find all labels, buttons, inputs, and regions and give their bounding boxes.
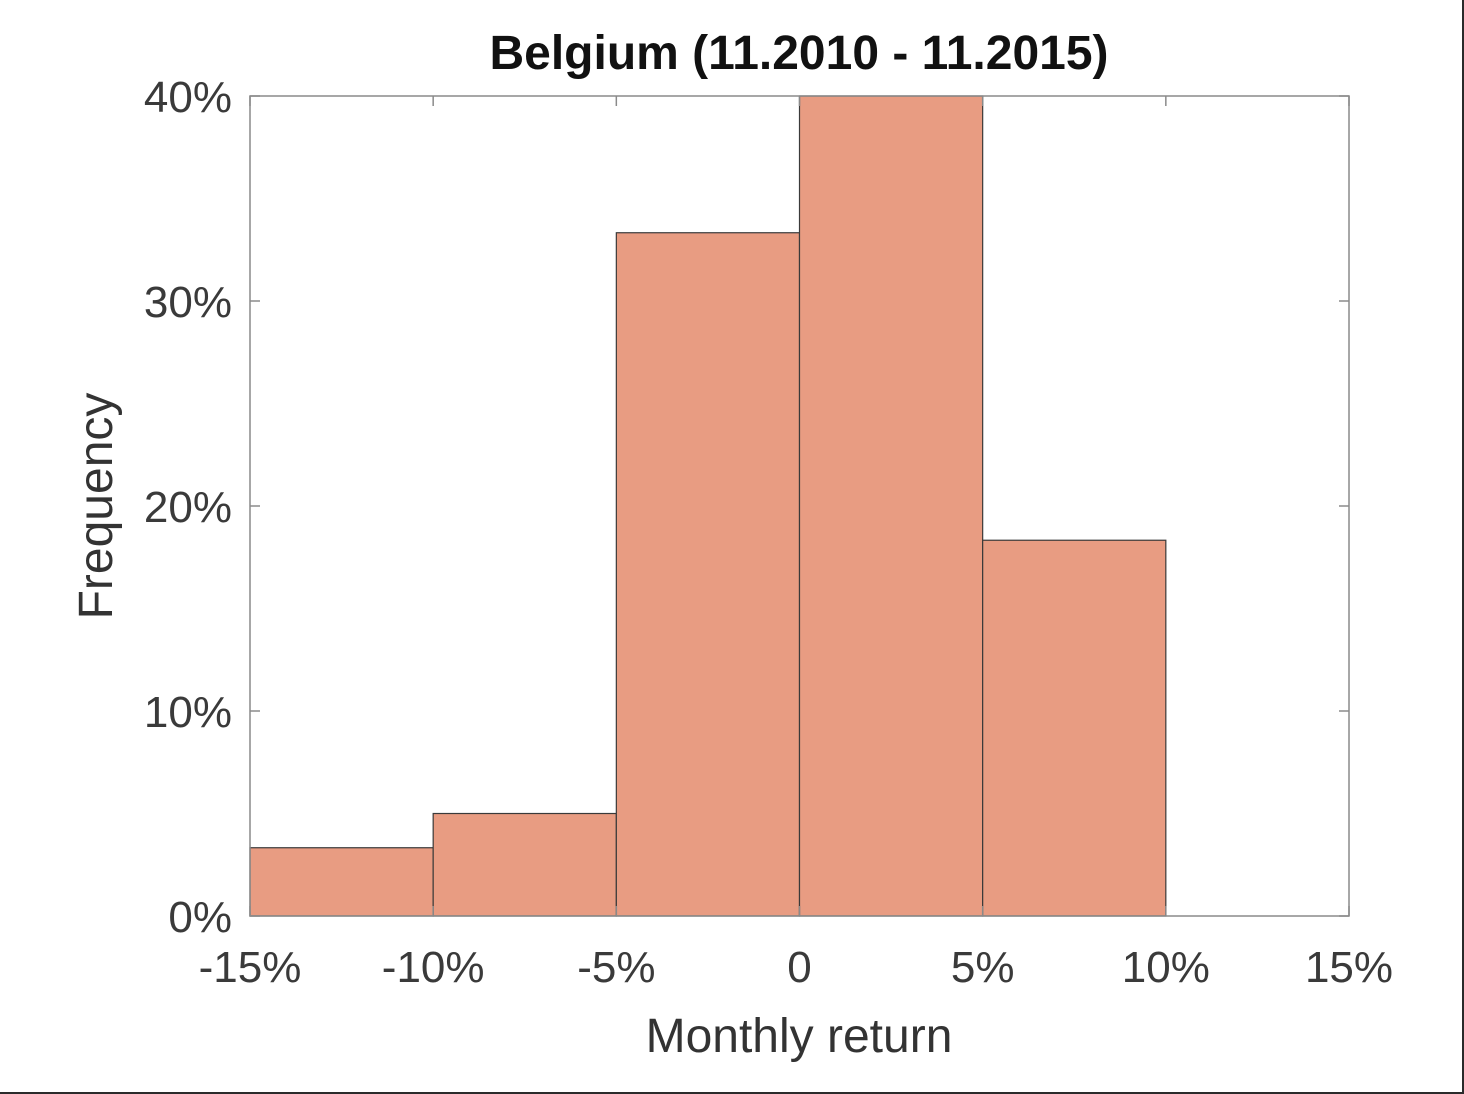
histogram-bar-2 <box>432 812 617 917</box>
x-tick-label-3: -5% <box>577 943 655 992</box>
y-tick-label-4: 30% <box>144 278 232 327</box>
histogram-bar-3 <box>615 232 801 917</box>
x-axis-label: Monthly return <box>646 1010 953 1063</box>
histogram-bar-5 <box>982 539 1167 917</box>
x-axis-ticks: -15% -10% -5% 0 5% 10% 15% <box>199 96 1393 992</box>
y-axis-ticks: 0% 10% 20% 30% 40% <box>144 73 1349 942</box>
y-axis-label: Frequency <box>70 393 123 620</box>
histogram-bar-4 <box>798 95 984 917</box>
y-tick-label-1: 0% <box>168 893 232 942</box>
histogram-bars <box>249 95 1167 917</box>
y-tick-label-5: 40% <box>144 73 232 122</box>
x-tick-label-1: -15% <box>199 943 302 992</box>
y-tick-label-2: 10% <box>144 688 232 737</box>
x-tick-label-2: -10% <box>382 943 485 992</box>
x-tick-label-4: 0 <box>787 943 811 992</box>
histogram-bar-1 <box>249 847 434 917</box>
x-tick-label-6: 10% <box>1122 943 1210 992</box>
x-tick-label-5: 5% <box>951 943 1015 992</box>
y-tick-label-3: 20% <box>144 483 232 532</box>
x-tick-label-7: 15% <box>1305 943 1393 992</box>
chart-title: Belgium (11.2010 - 11.2015) <box>489 27 1108 80</box>
